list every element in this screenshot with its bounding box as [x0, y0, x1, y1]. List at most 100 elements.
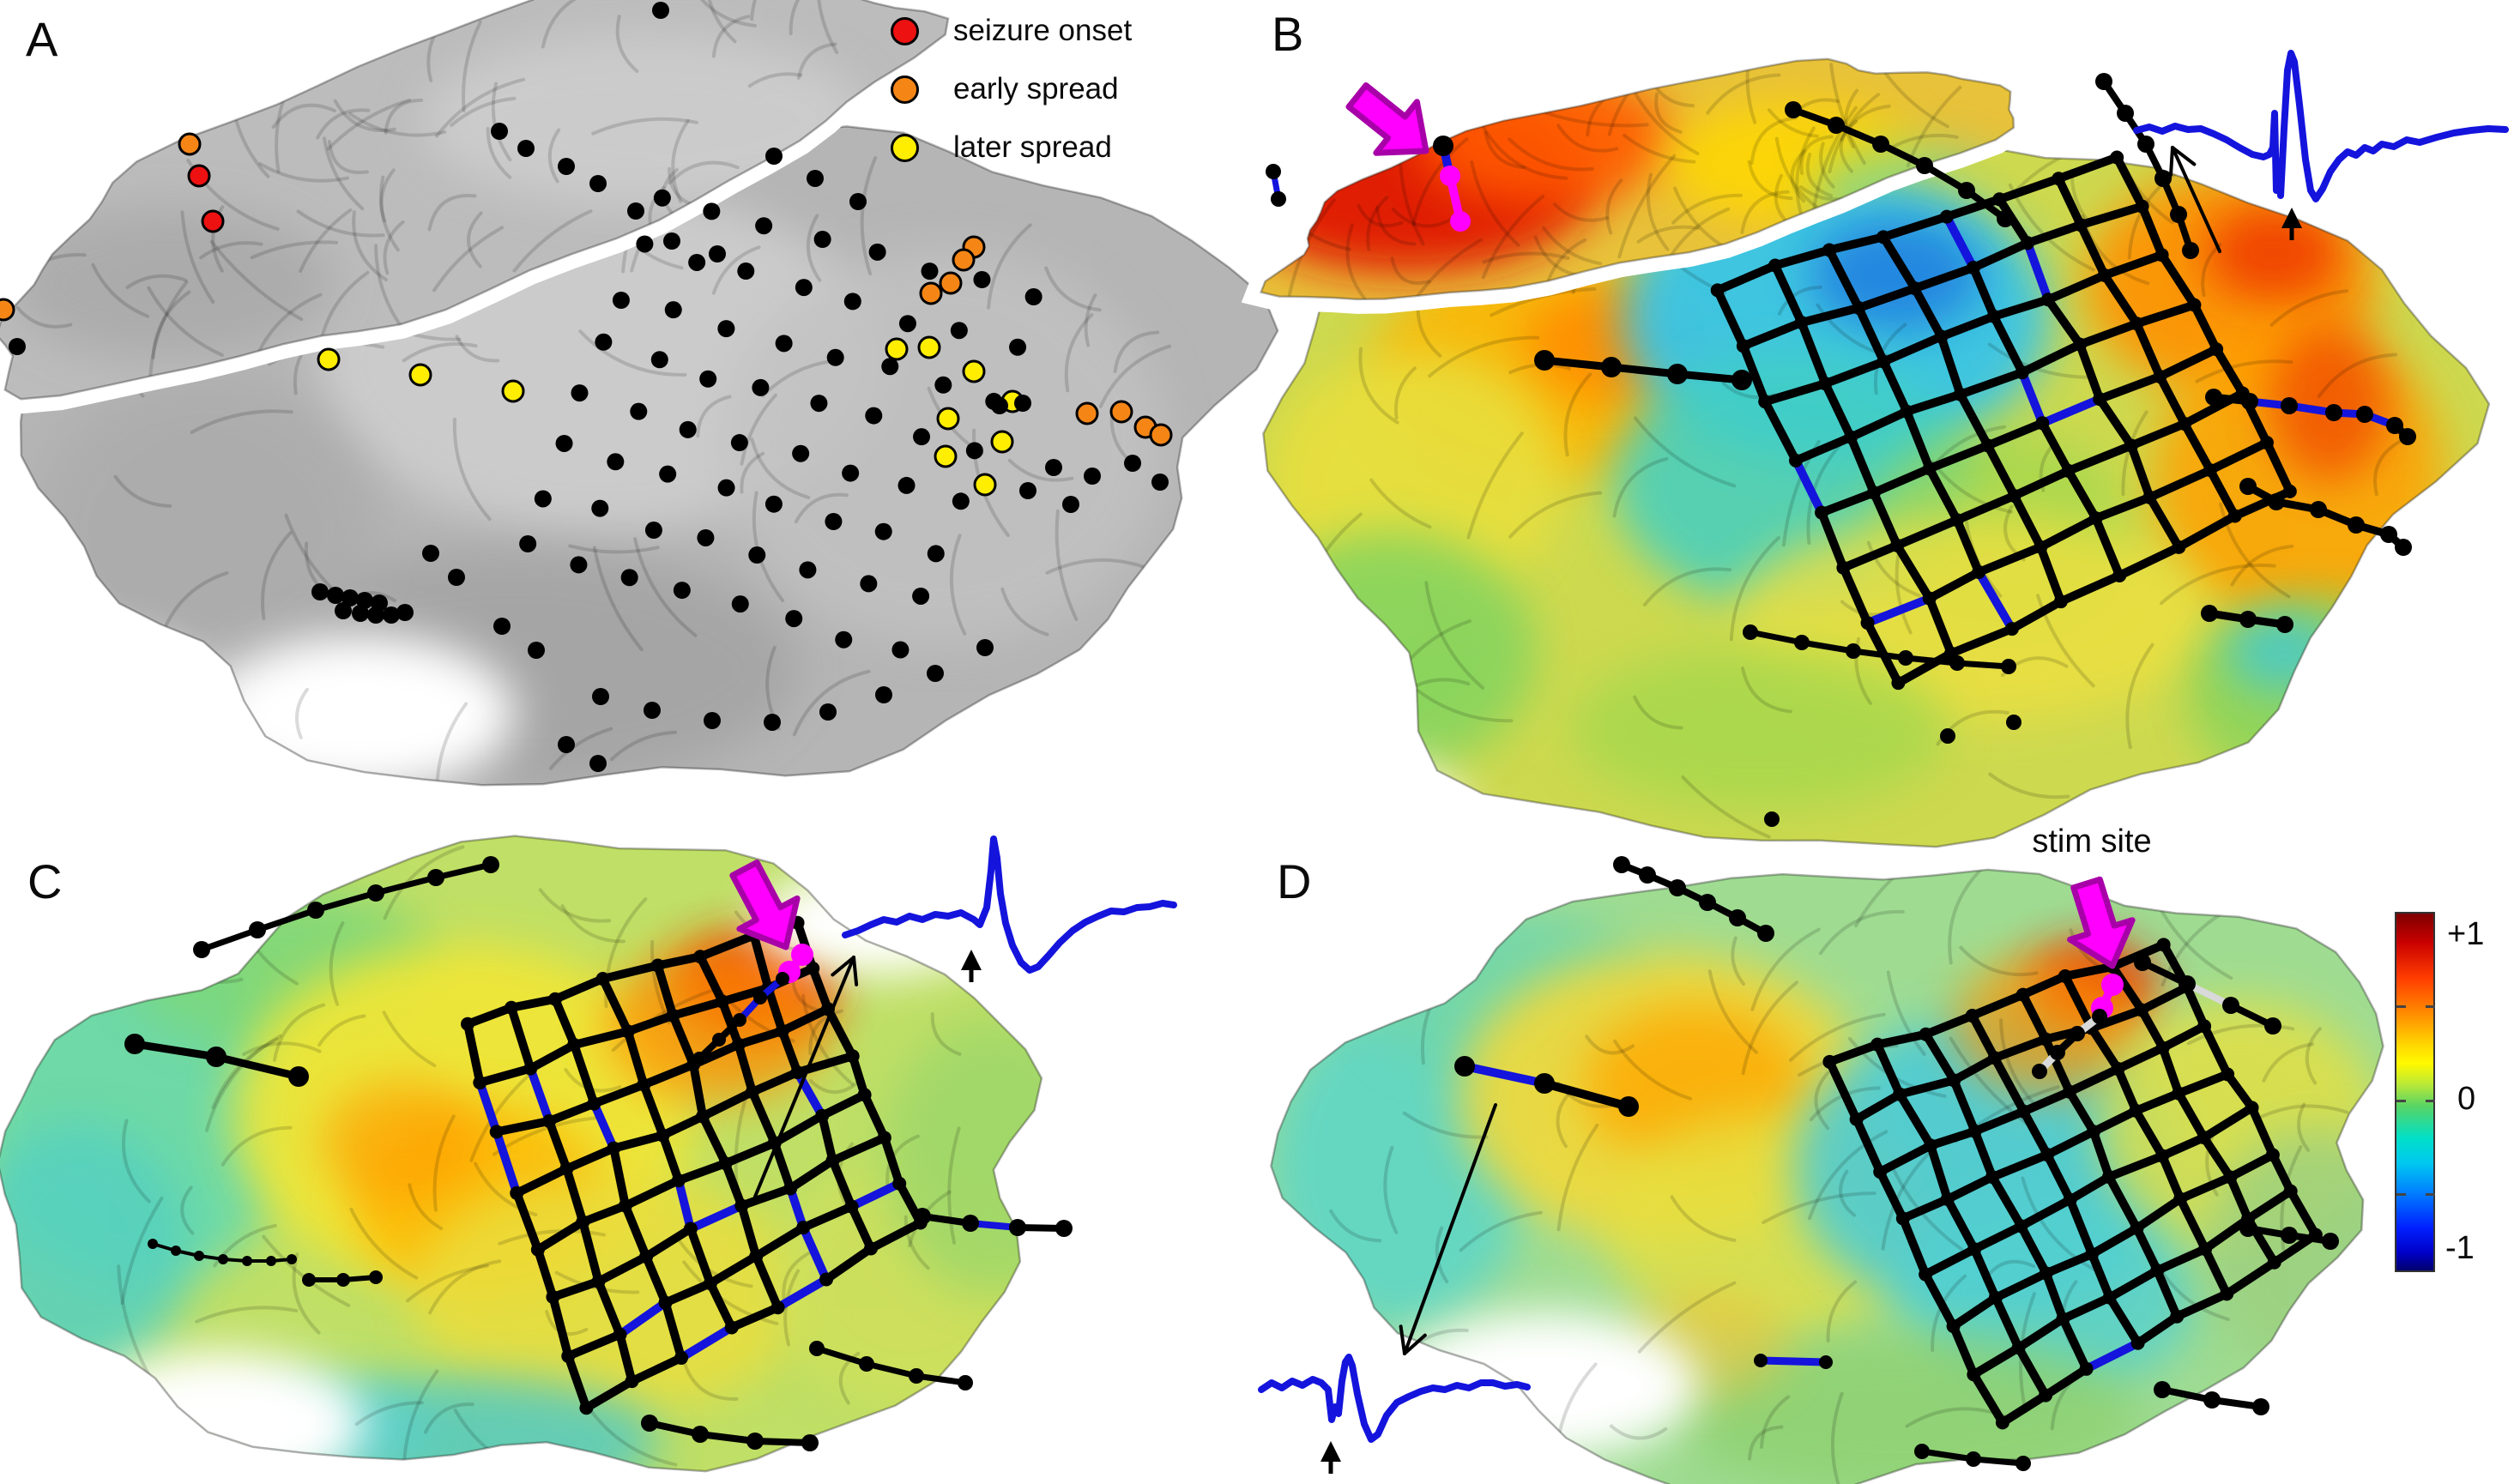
electrode-dot-o	[0, 298, 15, 322]
panel-a-brain-mesial	[0, 0, 965, 414]
grid-edge	[1854, 284, 1919, 312]
grid-electrode	[2259, 436, 2274, 450]
grid-edge	[1821, 357, 1889, 389]
grid-electrode	[618, 1198, 632, 1213]
grid-edge	[620, 1201, 651, 1261]
grid-electrode	[2102, 1169, 2117, 1184]
strip-electrode	[287, 1254, 297, 1264]
electrode-dot	[764, 495, 783, 513]
electrode-dot-k	[849, 193, 867, 210]
strip-electrode	[1940, 728, 1955, 744]
grid-edge	[1869, 488, 1902, 550]
grid-edge	[1968, 238, 2033, 273]
electrode-dot-k	[352, 605, 369, 622]
grid-edge	[2076, 340, 2105, 404]
strip-electrode	[1729, 909, 1746, 926]
strip-electrode	[1966, 1451, 1981, 1467]
grid-electrode	[2016, 1104, 2031, 1119]
grid-electrode	[656, 1128, 670, 1143]
grid-electrode	[2110, 150, 2124, 165]
strip-electrode	[307, 902, 324, 919]
panel-a-electrodes	[0, 2, 1173, 772]
grid-edge	[533, 1217, 588, 1254]
grid-edge	[1967, 1011, 1999, 1063]
grid-electrode	[576, 1215, 590, 1229]
grid-edge	[1713, 286, 1748, 351]
grid-electrode	[819, 1272, 834, 1287]
strip-electrode	[1639, 866, 1656, 884]
grid-electrode	[1789, 453, 1804, 468]
colorbar-label-minus1: -1	[2445, 1230, 2475, 1266]
strip-wire	[198, 926, 261, 953]
strip-wire	[1954, 660, 2012, 670]
strip-electrode	[1266, 164, 1281, 179]
electrode-dot	[825, 513, 843, 531]
strip-electrode	[1440, 166, 1460, 186]
grid-electrode	[625, 1374, 639, 1389]
electrode-dot	[1009, 338, 1027, 356]
strip-electrode	[2154, 1381, 2171, 1398]
grid-edge	[2019, 1107, 2052, 1160]
panel-b-label: B	[1272, 7, 1304, 61]
grid-electrode	[2063, 1192, 2077, 1207]
grid-edge	[1797, 303, 1864, 327]
strip-electrode	[1271, 191, 1286, 207]
electrode-dot	[934, 376, 952, 394]
grid-electrode	[2265, 1148, 2280, 1162]
grid-edge	[2126, 419, 2190, 450]
grid-edge	[2155, 345, 2221, 381]
grid-electrode	[2172, 540, 2186, 554]
strip-electrode	[171, 1246, 181, 1256]
grid-edge	[2157, 250, 2199, 310]
electrode-dot	[737, 262, 755, 281]
strip-electrode	[2268, 493, 2285, 510]
grid-edge	[564, 1351, 591, 1413]
strip-electrode	[249, 921, 266, 938]
strip-electrode	[2050, 1045, 2065, 1060]
grid-edge	[1983, 419, 2047, 450]
grid-electrode	[775, 1023, 789, 1038]
strip-electrode	[2203, 1391, 2221, 1409]
grid-edge	[2105, 1151, 2167, 1181]
grid-edge	[737, 1201, 761, 1261]
panel-c-callout-arrow-icon	[753, 956, 859, 1198]
grid-edge	[2014, 1314, 2068, 1353]
electrode-dot	[868, 243, 886, 261]
grid-electrode	[1736, 339, 1750, 353]
electrode-dot-y	[317, 347, 341, 371]
grid-edge	[2076, 220, 2109, 280]
grid-electrode	[2197, 1131, 2211, 1145]
strip-electrode	[2170, 206, 2187, 223]
grid-edge	[2199, 1133, 2235, 1182]
electrode-dot	[813, 231, 831, 249]
grid-electrode	[658, 1295, 673, 1310]
strip-electrode	[2264, 1017, 2281, 1035]
electrode-dot	[534, 490, 552, 508]
electrode-dot-k	[927, 665, 944, 682]
grid-edge	[2137, 982, 2191, 1015]
grid-edge	[512, 1164, 571, 1197]
electrode-dot	[775, 335, 793, 353]
grid-electrode	[2073, 337, 2088, 352]
grid-edge	[2017, 340, 2085, 377]
grid-electrode	[1992, 192, 2007, 207]
grid-edge	[1761, 397, 1801, 465]
grid-electrode	[1922, 461, 1937, 476]
strip-electrode	[2380, 526, 2397, 543]
grid-edge	[609, 1131, 668, 1153]
grid-edge	[1955, 389, 1992, 450]
electrode-dot	[653, 189, 671, 207]
strip-wire	[212, 1053, 303, 1081]
grid-edge	[705, 1252, 761, 1288]
electrode-dot-y	[936, 407, 960, 431]
grid-edge	[545, 1116, 571, 1173]
strip-electrode	[791, 944, 813, 966]
grid-edge	[2286, 1186, 2320, 1240]
grid-electrode	[2014, 1219, 2028, 1234]
electrode-dot	[897, 476, 916, 494]
grid-edge-blue	[2023, 238, 2053, 305]
grid-edge	[2226, 1150, 2277, 1182]
grid-electrode	[1966, 261, 1980, 275]
panel-d-ecog-waveform	[1258, 1354, 1531, 1443]
grid-edge	[639, 1080, 668, 1140]
